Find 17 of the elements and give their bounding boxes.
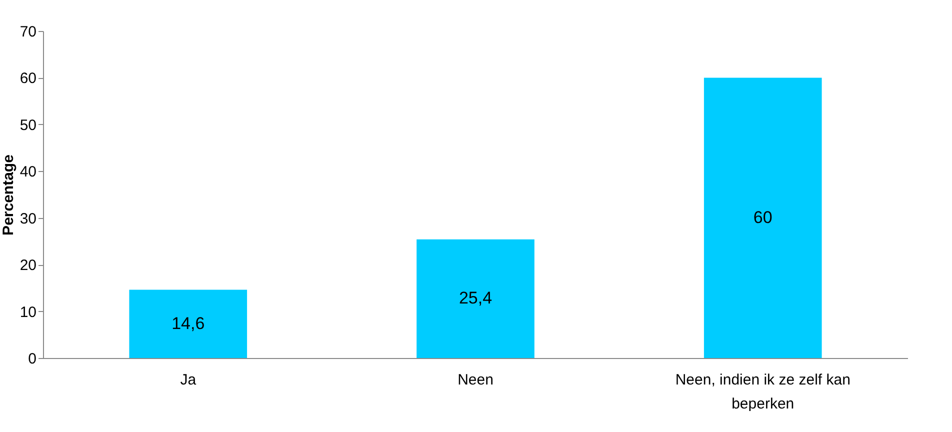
- bar: [704, 78, 822, 358]
- bar: [416, 239, 534, 358]
- y-tick-label: 40: [20, 164, 36, 181]
- y-axis-title: Percentage: [0, 154, 17, 236]
- y-tick-label: 50: [20, 116, 36, 134]
- x-tick-label: Neen: [458, 372, 494, 388]
- data-label: 25,4: [458, 288, 492, 308]
- y-tick-label: 60: [20, 70, 36, 88]
- data-label: 14,6: [172, 314, 205, 333]
- y-tick-label: 20: [20, 257, 36, 274]
- y-tick-label: 70: [20, 24, 36, 40]
- bar: [129, 290, 248, 358]
- y-tick-label: 0: [28, 350, 36, 368]
- x-tick-label: Ja: [180, 372, 197, 388]
- y-tick-label: 30: [20, 210, 36, 228]
- data-label: 60: [753, 208, 772, 227]
- y-tick-label: 10: [20, 304, 36, 321]
